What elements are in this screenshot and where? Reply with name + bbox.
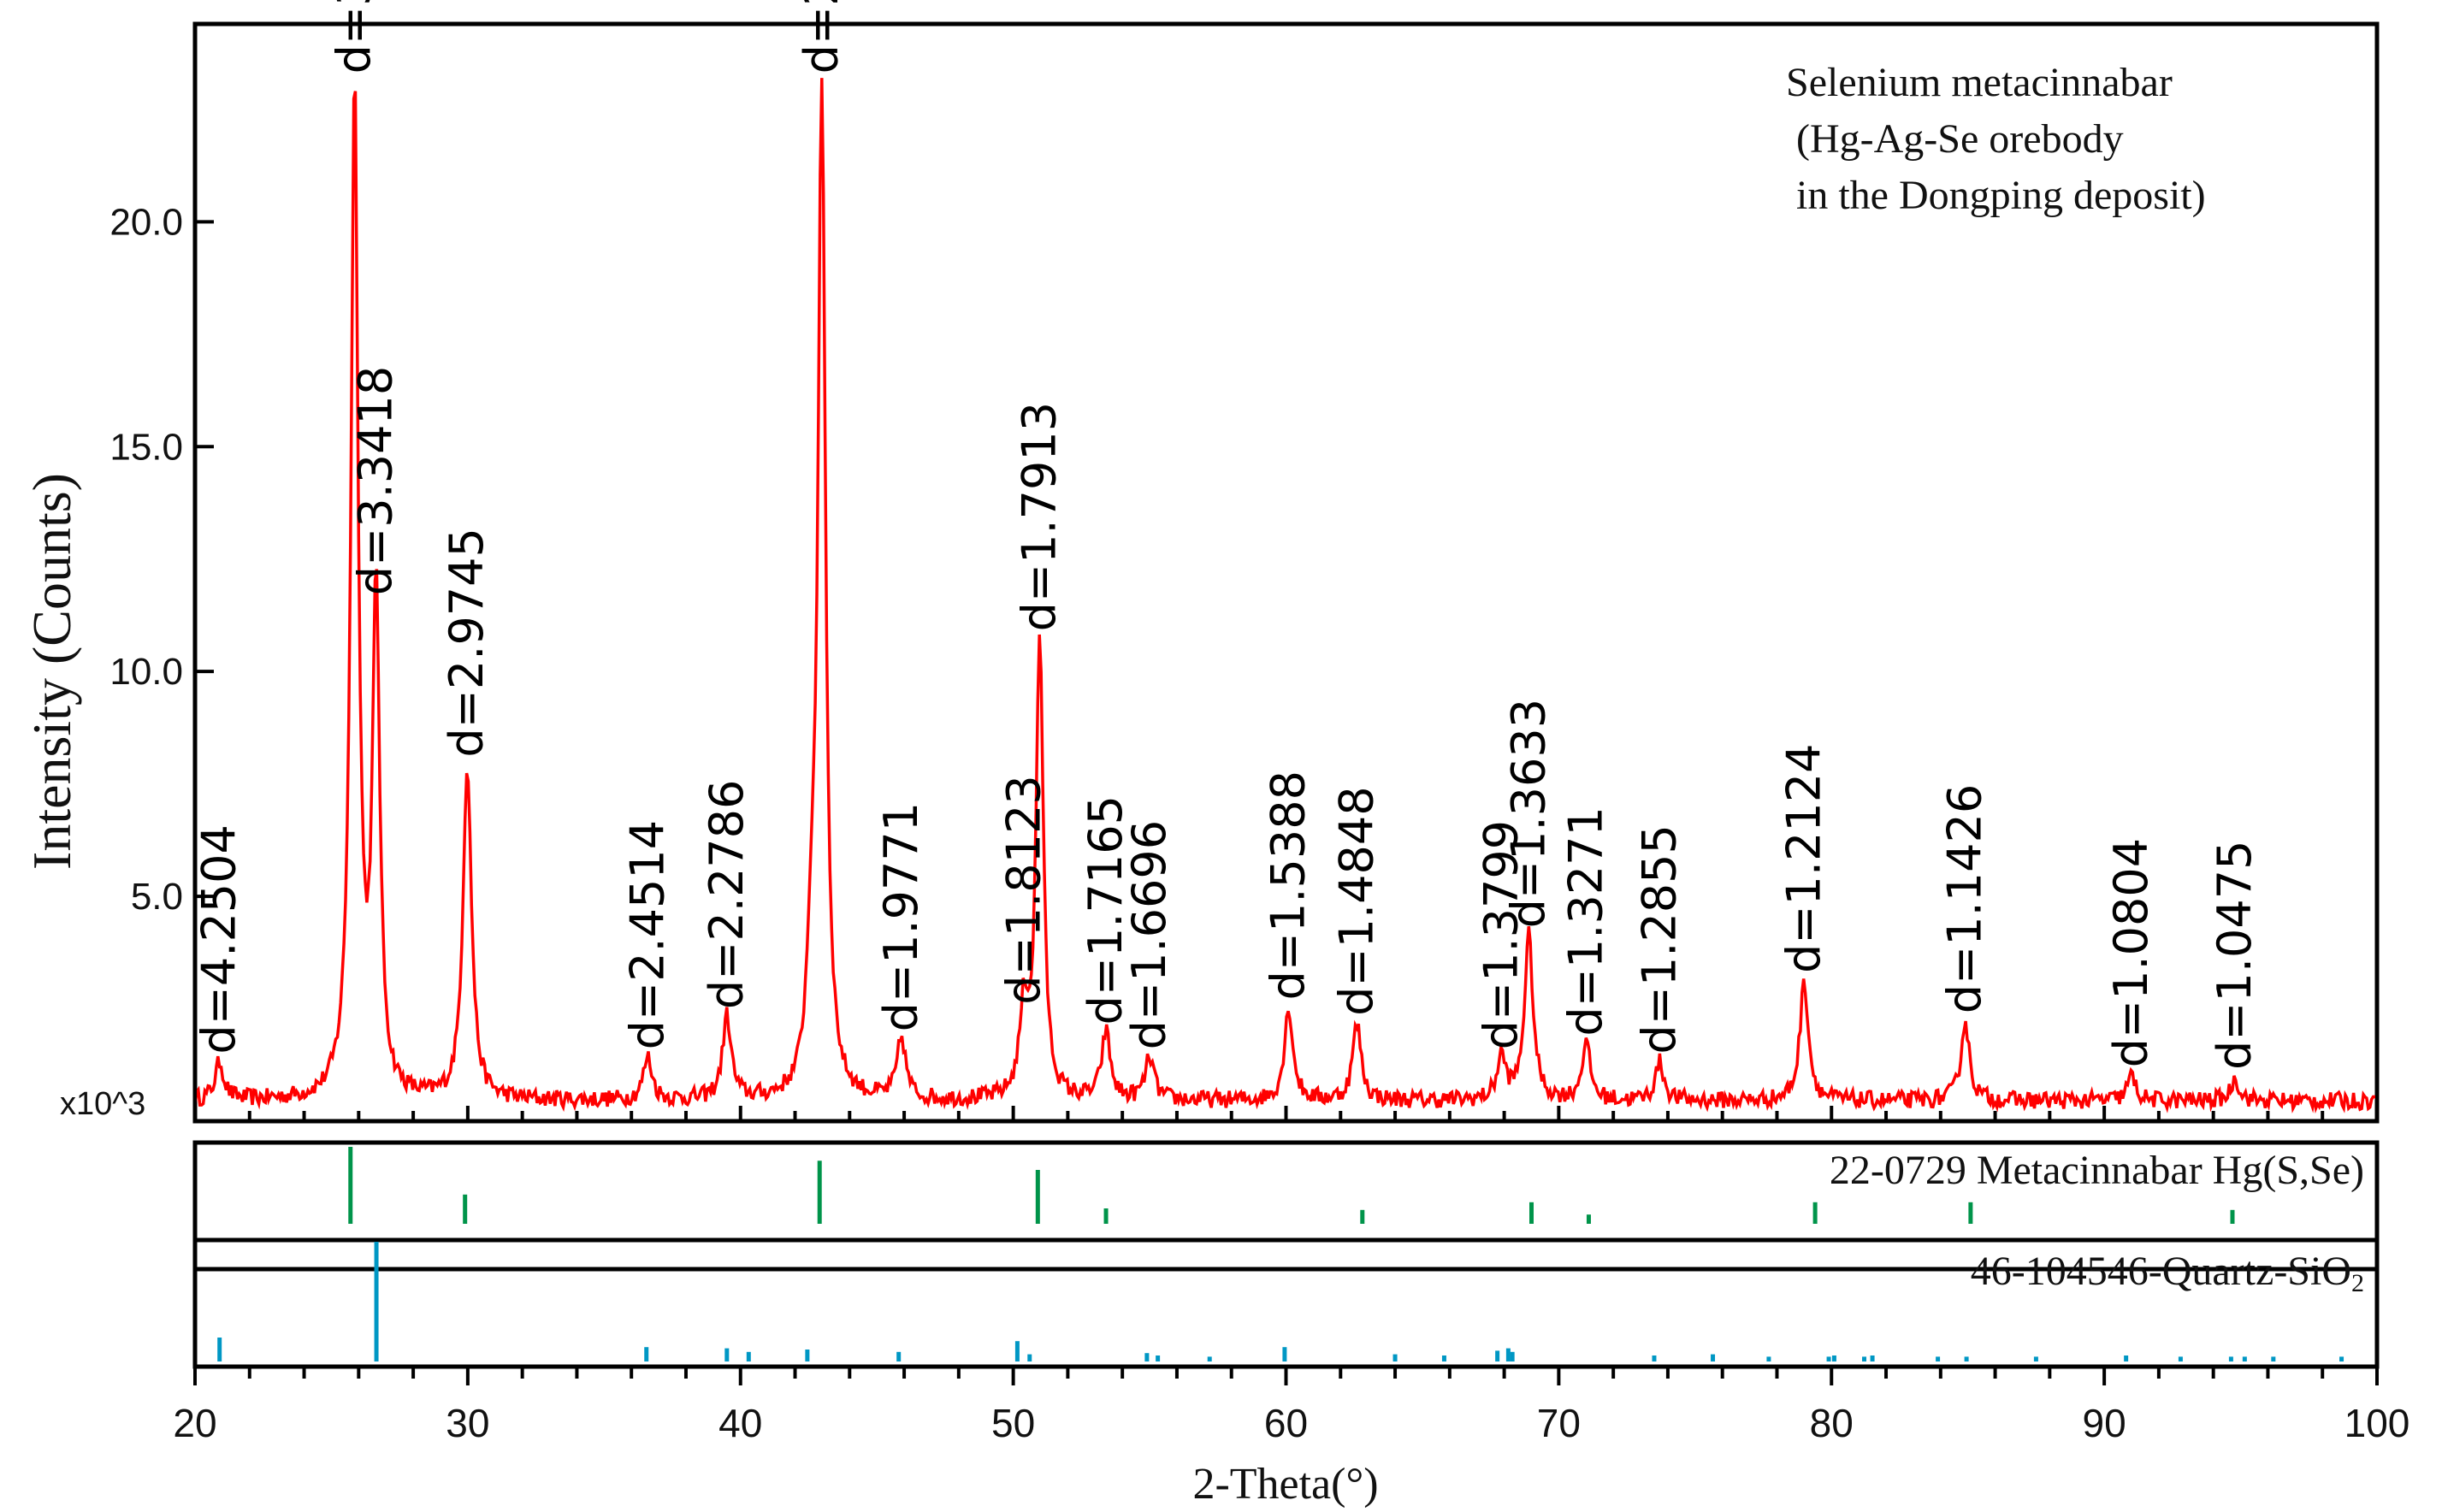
x-tick-label: 30 xyxy=(446,1401,489,1445)
sample-annotation: Selenium metacinnabar (Hg-Ag-Se orebody … xyxy=(1786,60,2206,218)
peak-label: d=1.5388 xyxy=(1262,771,1316,1000)
peak-label: d=1.3633 xyxy=(1501,699,1555,928)
peak-label: d=3.3418 xyxy=(349,366,403,595)
peak-label: d=2.4514 xyxy=(620,820,674,1049)
x-axis-ticks: 20 30 40 50 60 70 80 90 100 xyxy=(173,1106,2409,1445)
peak-label: d=1.2855 xyxy=(1632,824,1686,1054)
y-tick-label: 15.0 xyxy=(109,426,183,468)
peak-label: d=1.7913 xyxy=(1013,402,1067,631)
reference-panel-metacinnabar xyxy=(192,1140,2380,1272)
peak-label: d=1.1426 xyxy=(1938,784,1992,1013)
peak-label: d=2.2786 xyxy=(700,780,754,1009)
peak-label: d=4.2504 xyxy=(192,824,246,1054)
y-multiplier-label: x10^3 xyxy=(60,1086,145,1122)
peak-labels: d=4.2504 d=3.4304 d=3.3418 d=2.9745 d=2.4514… xyxy=(192,0,2262,1070)
y-tick-label: 10.0 xyxy=(109,651,183,693)
quartz-label-subscript: 2 xyxy=(2351,1269,2364,1297)
peak-label: d=1.6696 xyxy=(1122,820,1176,1049)
peak-label: d=1.0475 xyxy=(2208,841,2262,1070)
peak-label: d=1.4848 xyxy=(1329,786,1383,1015)
x-tick-label: 20 xyxy=(173,1401,216,1445)
annotation-line-1: Selenium metacinnabar xyxy=(1786,60,2173,105)
xrd-pattern-line xyxy=(197,78,2375,1114)
reference-lines-metacinnabar xyxy=(348,1147,2235,1224)
x-tick-label: 80 xyxy=(1810,1401,1854,1445)
peak-label: d=1.7165 xyxy=(1079,795,1132,1025)
reference-lines-quartz xyxy=(217,1242,2344,1361)
y-axis-title: Intensity (Counts) xyxy=(21,473,82,870)
y-axis-ticks: 5.0 10.0 15.0 20.0 xyxy=(109,201,214,918)
peak-label: d=1.2124 xyxy=(1777,744,1830,973)
peak-label: d=1.9771 xyxy=(874,802,928,1031)
x-tick-label: 40 xyxy=(718,1401,762,1445)
y-tick-label: 5.0 xyxy=(131,876,183,918)
y-tick-label: 20.0 xyxy=(109,201,183,243)
x-tick-label: 70 xyxy=(1537,1401,1581,1445)
x-tick-label: 60 xyxy=(1264,1401,1308,1445)
peak-label: d=3.4304 xyxy=(328,0,381,74)
x-tick-label: 100 xyxy=(2344,1401,2410,1445)
x-tick-label: 50 xyxy=(991,1401,1035,1445)
quartz-label-main: 46-104546-Quartz-SiO xyxy=(1971,1249,2351,1294)
peak-label: d=1.8123 xyxy=(996,775,1050,1004)
reference-label-quartz: 46-104546-Quartz-SiO2 xyxy=(1971,1249,2364,1297)
peak-label: d=1.3271 xyxy=(1558,806,1612,1036)
peak-label: d=2.1009 xyxy=(795,0,848,74)
peak-label: d=1.0804 xyxy=(2104,838,2158,1067)
peak-label: d=1.3799 xyxy=(1474,820,1528,1049)
annotation-line-3: in the Dongping deposit) xyxy=(1786,173,2206,218)
x-axis-title: 2-Theta(°) xyxy=(1192,1460,1378,1509)
annotation-line-2: (Hg-Ag-Se orebody xyxy=(1786,116,2124,162)
x-tick-label: 90 xyxy=(2083,1401,2126,1445)
peak-label: d=2.9745 xyxy=(440,528,494,757)
reference-label-metacinnabar: 22-0729 Metacinnabar Hg(S,Se) xyxy=(1830,1148,2364,1193)
